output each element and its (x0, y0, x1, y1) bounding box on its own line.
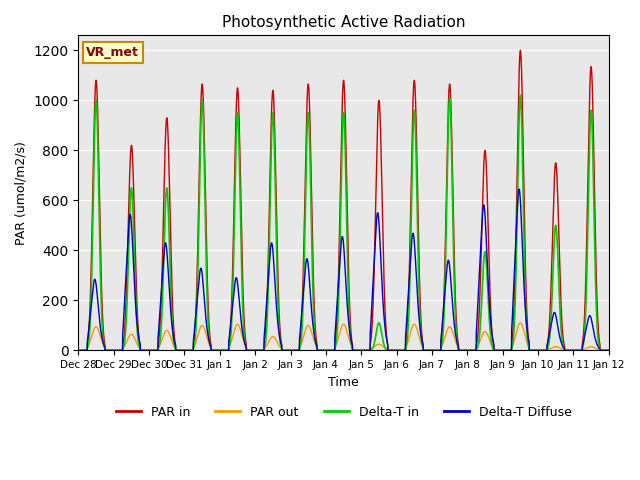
Delta-T Diffuse (75, 348, 83, 353)
Legend: PAR in, PAR out, Delta-T in, Delta-T Diffuse: PAR in, PAR out, Delta-T in, Delta-T Dif… (111, 401, 577, 424)
Delta-T Diffuse (605, 348, 612, 353)
PAR out (188, 348, 196, 353)
Delta-T in (182, 348, 190, 353)
Delta-T Diffuse (273, 310, 281, 315)
Y-axis label: PAR (umol/m2/s): PAR (umol/m2/s) (15, 141, 28, 245)
PAR out (273, 339, 281, 345)
Line: PAR in: PAR in (79, 50, 609, 350)
Title: Photosynthetic Active Radiation: Photosynthetic Active Radiation (222, 15, 465, 30)
PAR in (273, 232, 281, 238)
X-axis label: Time: Time (328, 376, 359, 389)
PAR out (605, 348, 612, 353)
PAR out (492, 348, 500, 353)
PAR in (182, 348, 190, 353)
Delta-T in (603, 348, 611, 353)
Delta-T Diffuse (492, 348, 500, 353)
PAR in (603, 348, 611, 353)
Delta-T Diffuse (515, 186, 523, 192)
Delta-T Diffuse (417, 329, 424, 335)
PAR out (75, 348, 83, 353)
Delta-T in (188, 348, 196, 353)
PAR in (75, 348, 83, 353)
Line: Delta-T in: Delta-T in (79, 96, 609, 350)
Delta-T in (516, 93, 524, 98)
Delta-T in (492, 348, 500, 353)
PAR in (492, 348, 500, 353)
Delta-T Diffuse (188, 348, 196, 353)
PAR out (182, 348, 190, 353)
PAR in (605, 348, 612, 353)
Delta-T Diffuse (182, 348, 190, 353)
Text: VR_met: VR_met (86, 46, 140, 59)
Delta-T Diffuse (603, 348, 611, 353)
PAR out (417, 339, 424, 345)
PAR in (516, 48, 524, 53)
PAR out (516, 320, 524, 326)
Line: PAR out: PAR out (79, 323, 609, 350)
PAR in (417, 309, 424, 314)
Delta-T in (273, 263, 281, 268)
Delta-T in (75, 348, 83, 353)
Delta-T in (605, 348, 612, 353)
Line: Delta-T Diffuse: Delta-T Diffuse (79, 189, 609, 350)
PAR in (188, 348, 196, 353)
Delta-T in (417, 327, 424, 333)
PAR out (603, 348, 611, 353)
